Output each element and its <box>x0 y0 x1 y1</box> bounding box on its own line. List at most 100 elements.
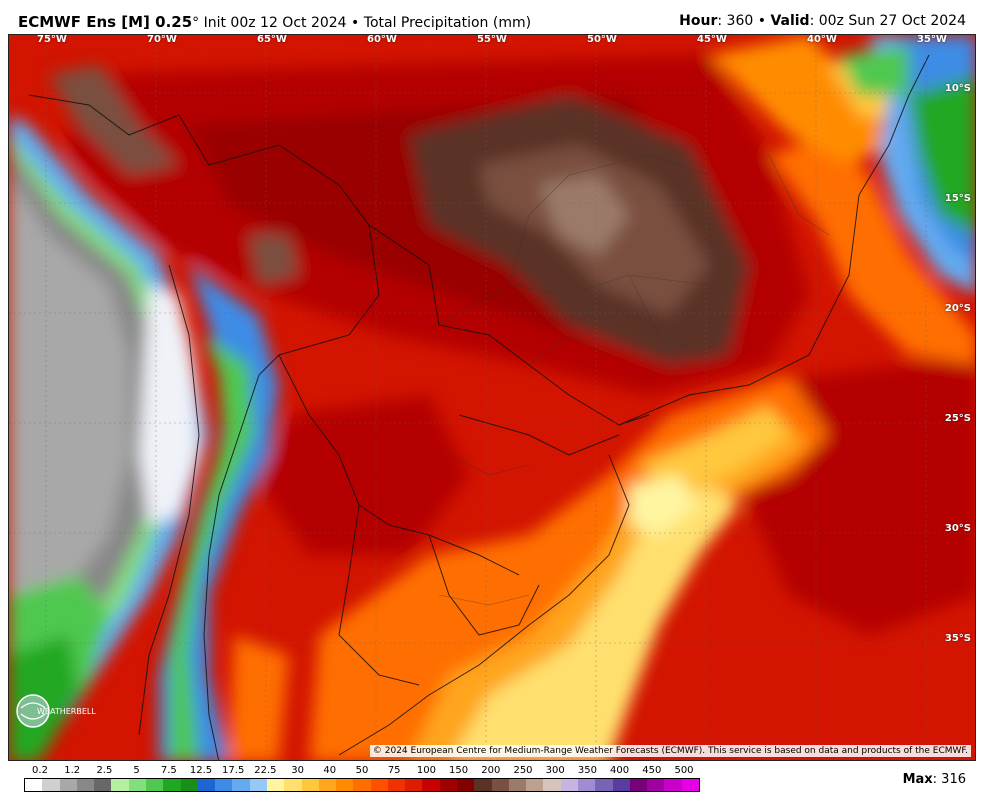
legend-swatch <box>508 779 527 791</box>
legend-swatch <box>457 779 475 791</box>
legend-label: 12.5 <box>189 765 213 776</box>
legend-swatch <box>301 779 319 791</box>
legend-swatch <box>128 779 146 791</box>
legend-swatch <box>180 779 198 791</box>
legend-swatch <box>560 779 578 791</box>
init-time: Init 00z 12 Oct 2024 <box>203 15 347 31</box>
legend-label: 450 <box>642 765 662 776</box>
state-borders <box>438 154 830 606</box>
color-legend: 0.2 1.2 2.5 5 7.5 12.5 17.5 22.5 30 40 50 75 100 150 2… <box>24 765 700 793</box>
legend-label: 500 <box>674 765 694 776</box>
degree-symbol: ° <box>192 15 200 31</box>
lon-label-65w: 65°W <box>257 34 287 45</box>
legend-colorbar <box>24 778 700 792</box>
legend-swatch <box>474 779 492 791</box>
max-label: Max <box>902 772 933 787</box>
legend-label: 200 <box>481 765 501 776</box>
separator: • <box>351 15 360 31</box>
legend-swatch <box>336 779 354 791</box>
country-borders <box>28 54 930 760</box>
copyright-notice: © 2024 European Centre for Medium-Range … <box>369 745 971 757</box>
legend-label: 150 <box>449 765 469 776</box>
legend-label: 17.5 <box>222 765 245 776</box>
legend-swatch <box>595 779 613 791</box>
legend-swatch <box>387 779 406 791</box>
title-right: Hour: 360 • Valid: 00z Sun 27 Oct 2024 <box>679 13 966 29</box>
lon-label-45w: 45°W <box>697 34 727 45</box>
lat-label-25s: 25°S <box>944 413 971 424</box>
legend-swatch <box>266 779 285 791</box>
legend-label: 300 <box>545 765 565 776</box>
product-name: Total Precipitation (mm) <box>363 15 532 31</box>
legend-label: 50 <box>355 765 369 776</box>
max-number: : 316 <box>932 772 966 787</box>
hour-label: Hour <box>679 13 718 29</box>
legend-swatch <box>422 779 440 791</box>
legend-swatch <box>145 779 164 791</box>
precip-contours <box>9 35 975 760</box>
lat-label-15s: 15°S <box>944 193 971 204</box>
hour-value: : 360 <box>717 13 754 29</box>
valid-value: : 00z Sun 27 Oct 2024 <box>809 13 966 29</box>
legend-label: 40 <box>323 765 337 776</box>
separator-2: • <box>757 13 766 29</box>
legend-swatch <box>526 779 544 791</box>
legend-swatch <box>681 779 699 791</box>
precipitation-map[interactable]: 75°W 70°W 65°W 60°W 55°W 50°W 45°W 40°W … <box>8 34 976 761</box>
lon-label-60w: 60°W <box>367 34 397 45</box>
legend-swatch <box>197 779 216 791</box>
legend-label: 400 <box>610 765 630 776</box>
legend-swatch <box>405 779 423 791</box>
model-name: ECMWF Ens [M] 0.25 <box>18 13 193 31</box>
lon-label-75w: 75°W <box>37 34 67 45</box>
lon-label-40w: 40°W <box>807 34 837 45</box>
lat-label-30s: 30°S <box>944 523 971 534</box>
max-value: Max: 316 <box>903 772 966 787</box>
legend-label: 7.5 <box>160 765 177 776</box>
legend-swatch <box>76 779 95 791</box>
lon-label-35w: 35°W <box>917 34 947 45</box>
lon-label-55w: 55°W <box>477 34 507 45</box>
legend-label: 250 <box>513 765 533 776</box>
legend-swatch <box>232 779 250 791</box>
legend-swatch <box>284 779 302 791</box>
weatherbell-logo: WEATHERBELL <box>15 692 101 730</box>
legend-label: 1.2 <box>64 765 81 776</box>
title-left: ECMWF Ens [M] 0.25° Init 00z 12 Oct 2024… <box>18 13 531 31</box>
legend-label: 30 <box>291 765 304 776</box>
legend-swatch <box>439 779 458 791</box>
graticule <box>9 35 975 760</box>
lat-label-20s: 20°S <box>944 303 971 314</box>
logo-text: WEATHERBELL <box>37 707 96 716</box>
legend-label: 2.5 <box>96 765 113 776</box>
legend-swatch <box>370 779 388 791</box>
legend-swatch <box>629 779 648 791</box>
legend-swatch <box>25 779 43 791</box>
legend-label: 75 <box>387 765 401 776</box>
legend-swatch <box>543 779 561 791</box>
legend-label: 5 <box>133 765 140 776</box>
legend-label: 0.2 <box>32 765 48 776</box>
legend-swatch <box>353 779 371 791</box>
legend-swatch <box>215 779 233 791</box>
legend-swatch <box>647 779 665 791</box>
legend-swatch <box>59 779 77 791</box>
lon-label-50w: 50°W <box>587 34 617 45</box>
legend-swatch <box>94 779 112 791</box>
valid-label: Valid <box>770 13 810 29</box>
legend-swatch <box>249 779 267 791</box>
lat-label-10s: 10°S <box>944 83 971 94</box>
legend-swatch <box>42 779 60 791</box>
legend-swatch <box>578 779 596 791</box>
lat-label-35s: 35°S <box>944 633 971 644</box>
legend-label: 22.5 <box>254 765 277 776</box>
legend-labels: 0.2 1.2 2.5 5 7.5 12.5 17.5 22.5 30 40 50 75 100 150 2… <box>24 765 700 778</box>
legend-label: 350 <box>577 765 597 776</box>
legend-swatch <box>163 779 181 791</box>
legend-label: 100 <box>416 765 436 776</box>
map-canvas <box>9 35 975 760</box>
legend-swatch <box>111 779 129 791</box>
legend-swatch <box>318 779 337 791</box>
lon-label-70w: 70°W <box>147 34 177 45</box>
legend-swatch <box>612 779 630 791</box>
